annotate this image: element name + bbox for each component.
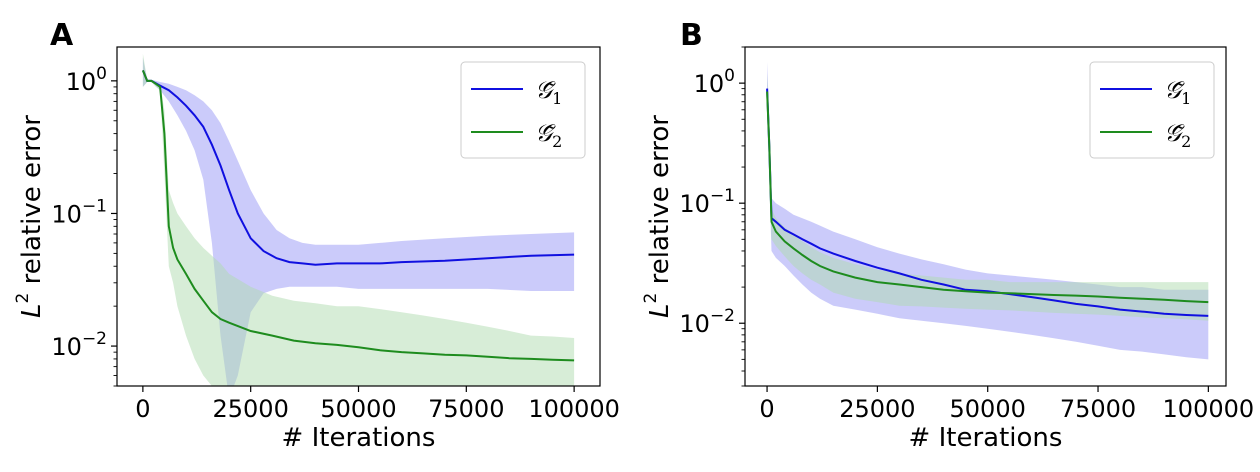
legend-label-1: 𝒢̃1	[535, 76, 562, 108]
y-axis-label: L2 relative error	[13, 115, 47, 318]
y-tick-exponent: 0	[96, 64, 107, 84]
series-2-band	[767, 73, 1209, 321]
y-tick-base: 10	[66, 68, 97, 96]
y-axis-label-sup: 2	[641, 293, 661, 304]
axes-frame	[744, 46, 1227, 387]
x-tick-label: 50000	[950, 395, 1026, 423]
legend-label-base: 𝒢̃	[535, 119, 556, 147]
panel-label: A	[50, 18, 74, 53]
plot-area	[766, 62, 1209, 360]
legend-label-1: 𝒢̃1	[1164, 76, 1191, 108]
y-tick-base: 10	[51, 333, 82, 361]
y-tick-label: 10−2	[51, 329, 107, 361]
y-tick-base: 10	[679, 310, 710, 338]
legend-label-2: 𝒢̃2	[535, 119, 562, 151]
y-axis-label: L2 relative error	[641, 115, 675, 318]
y-axis-label-rest: relative error	[17, 115, 47, 293]
y-axis-label-base: L	[17, 303, 47, 318]
plot-area	[141, 53, 575, 386]
legend-label-base: 𝒢̃	[1164, 119, 1185, 147]
legend-label-base: 𝒢̃	[535, 76, 556, 104]
series-2-line	[141, 70, 575, 362]
x-tick-label: 100000	[528, 395, 620, 423]
y-tick-label: 10−1	[51, 196, 107, 228]
panel-label: B	[680, 18, 703, 53]
series-2-line	[766, 91, 1209, 304]
legend-label-sub: 2	[552, 132, 562, 151]
legend-label-sub: 2	[1181, 132, 1191, 151]
legend-label-2: 𝒢̃2	[1164, 119, 1191, 151]
x-tick-label: 0	[759, 395, 774, 423]
legend-label-base: 𝒢̃	[1164, 76, 1185, 104]
x-tick-label: 0	[135, 395, 150, 423]
series-1-line	[766, 88, 1209, 317]
x-tick-label: 25000	[213, 395, 289, 423]
x-tick-label: 25000	[839, 395, 915, 423]
y-axis-label-sup: 2	[13, 293, 33, 304]
y-tick-exponent: −1	[710, 186, 735, 206]
x-tick-label: 75000	[1060, 395, 1136, 423]
x-tick-label: 75000	[428, 395, 504, 423]
x-tick-label: 100000	[1163, 395, 1255, 423]
y-tick-base: 10	[694, 70, 725, 98]
y-axis-label-rest: relative error	[645, 115, 675, 293]
x-axis-label: # Iterations	[282, 423, 436, 453]
y-tick-label: 100	[66, 64, 107, 96]
legend-box	[1089, 61, 1215, 159]
y-tick-base: 10	[51, 200, 82, 228]
x-tick-label: 50000	[320, 395, 396, 423]
y-tick-label: 10−2	[679, 306, 735, 338]
series-2-band	[142, 53, 575, 386]
x-axis-label: # Iterations	[909, 423, 1063, 453]
y-tick-exponent: −2	[710, 306, 735, 326]
legend-box	[460, 61, 586, 159]
y-tick-exponent: −2	[82, 329, 107, 349]
legend: 𝒢̃1𝒢̃2	[1089, 61, 1215, 159]
series-1-line	[141, 70, 575, 266]
y-tick-exponent: −1	[82, 196, 107, 216]
legend: 𝒢̃1𝒢̃2	[460, 61, 586, 159]
y-tick-label: 100	[694, 66, 735, 98]
legend-label-sub: 1	[552, 89, 562, 108]
y-tick-exponent: 0	[724, 66, 735, 86]
legend-label-sub: 1	[1181, 89, 1191, 108]
y-tick-label: 10−1	[679, 186, 735, 218]
y-tick-base: 10	[679, 190, 710, 218]
y-axis-label-base: L	[645, 303, 675, 318]
